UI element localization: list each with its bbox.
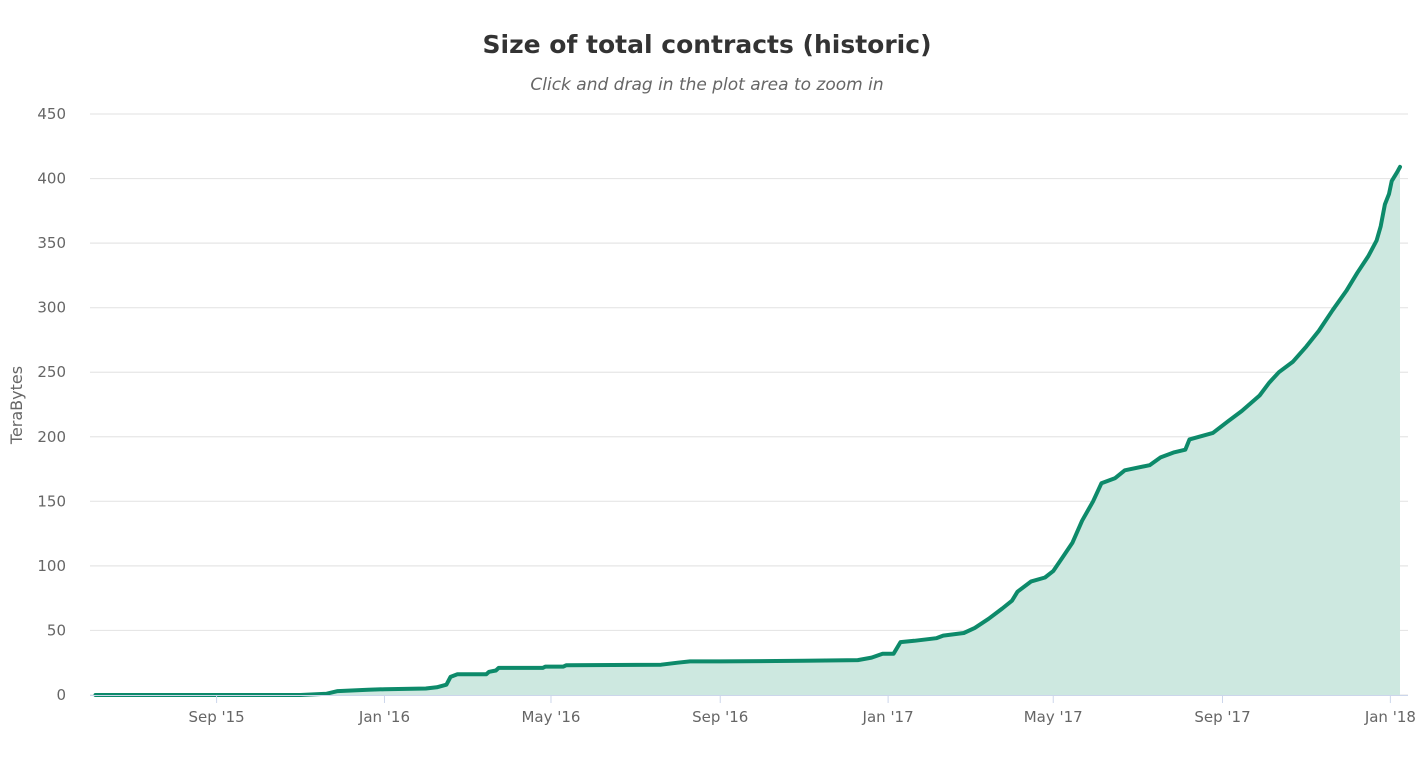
x-tick-label: May '17	[1024, 708, 1083, 726]
x-tick-label: Jan '17	[862, 708, 914, 726]
x-tick-label: Sep '15	[188, 708, 244, 726]
x-tick-label: May '16	[521, 708, 580, 726]
y-tick-label: 300	[37, 299, 66, 317]
x-tick-label: Jan '16	[358, 708, 410, 726]
y-tick-label: 400	[37, 170, 66, 188]
y-tick-label: 250	[37, 363, 66, 381]
x-tick-label: Jan '18	[1364, 708, 1416, 726]
y-tick-label: 450	[37, 105, 66, 123]
y-tick-label: 350	[37, 234, 66, 252]
y-tick-label: 0	[56, 686, 66, 704]
x-tick-label: Sep '17	[1194, 708, 1250, 726]
y-axis-title: TeraBytes	[7, 366, 26, 445]
series-line	[93, 164, 1402, 697]
x-tick-label: Sep '16	[692, 708, 748, 726]
chart-subtitle: Click and drag in the plot area to zoom …	[530, 75, 884, 95]
y-tick-label: 200	[37, 428, 66, 446]
y-tick-label: 50	[47, 621, 66, 639]
chart-title: Size of total contracts (historic)	[482, 30, 932, 59]
y-tick-label: 100	[37, 557, 66, 575]
series-area	[95, 166, 1400, 695]
y-tick-label: 150	[37, 492, 66, 510]
